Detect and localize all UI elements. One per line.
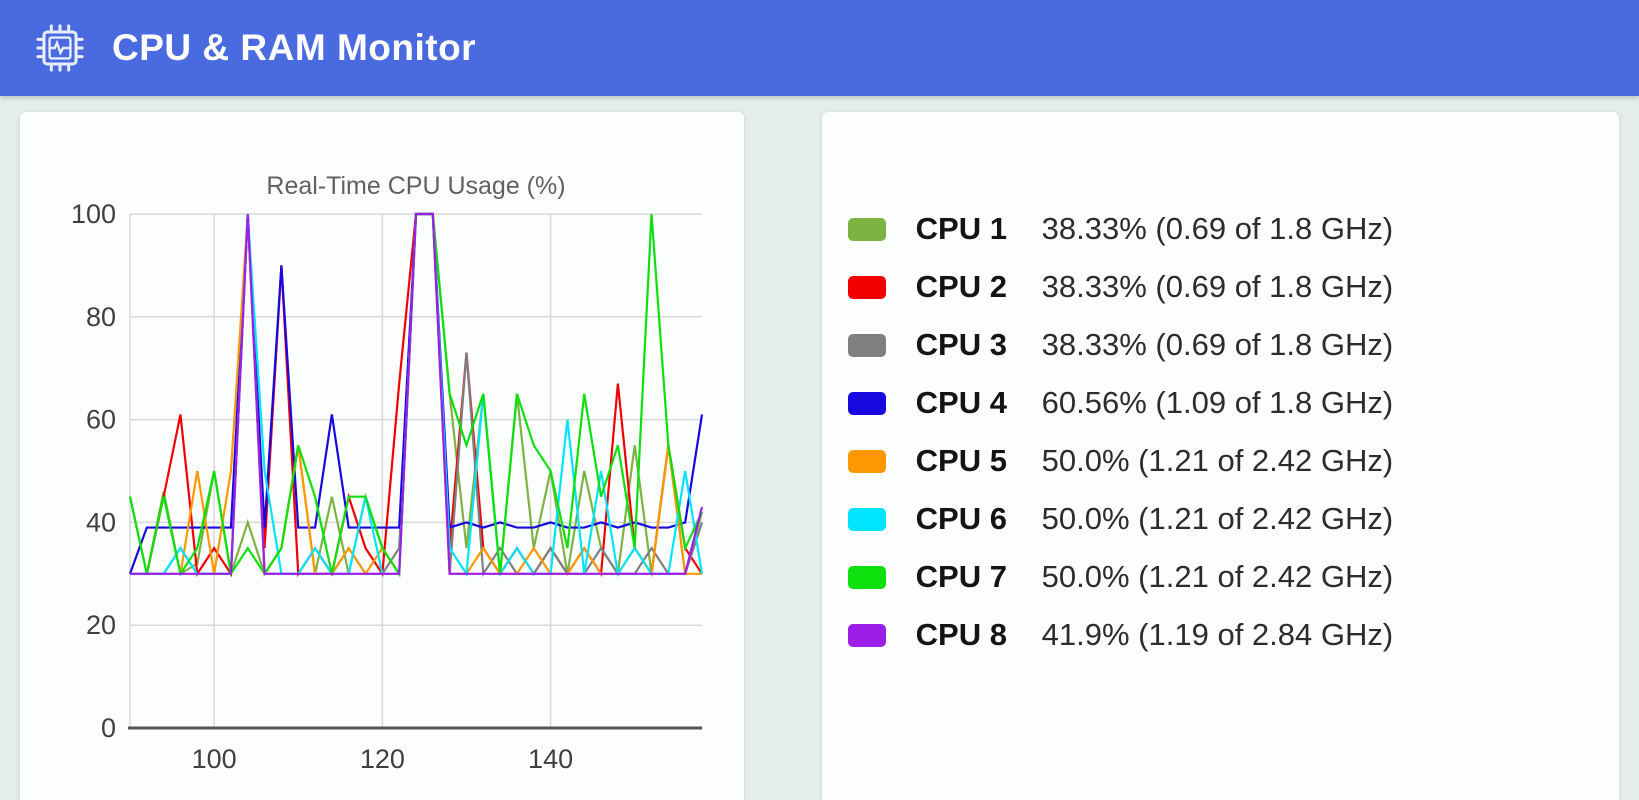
cpu-usage-text: 38.33% (0.69 of 1.8 GHz) [1041, 269, 1394, 304]
y-axis-tick-label: 100 [71, 199, 116, 229]
main-content: Real-Time CPU Usage (%) 0 20 40 60 80 100 100 1… [0, 96, 1639, 800]
x-axis-tick-label: 140 [528, 744, 573, 774]
cpu-label: CPU 1 [915, 211, 1007, 246]
cpu-legend-row: CPU 6 50.0% (1.21 of 2.42 GHz) [847, 490, 1619, 548]
cpu-usage-chart: Real-Time CPU Usage (%) 0 20 40 60 80 100 100 1… [71, 172, 704, 774]
cpu-color-swatch [847, 565, 886, 589]
cpu-usage-text: 41.9% (1.19 of 2.84 GHz) [1041, 617, 1394, 652]
cpu-usage-text: 60.56% (1.09 of 1.8 GHz) [1041, 385, 1394, 420]
cpu-color-swatch [847, 391, 886, 415]
cpu-chart-card: Real-Time CPU Usage (%) 0 20 40 60 80 100 100 1… [20, 112, 744, 800]
cpu-usage-text: 50.0% (1.21 of 2.42 GHz) [1041, 559, 1394, 594]
y-axis-tick-label: 60 [86, 405, 116, 435]
cpu-legend-list: CPU 1 38.33% (0.69 of 1.8 GHz) CPU 2 38.33%… [847, 200, 1619, 664]
x-axis-tick-label: 100 [192, 744, 237, 774]
cpu-usage-text: 50.0% (1.21 of 2.42 GHz) [1041, 443, 1394, 478]
y-axis-tick-label: 0 [101, 713, 116, 743]
cpu-label: CPU 5 [915, 443, 1007, 478]
cpu-color-swatch [847, 217, 886, 241]
cpu-color-swatch [847, 623, 886, 647]
cpu-color-swatch [847, 275, 886, 299]
cpu-chip-icon [36, 24, 84, 72]
cpu-usage-text: 50.0% (1.21 of 2.42 GHz) [1041, 501, 1394, 536]
app-bar: CPU & RAM Monitor [0, 0, 1639, 96]
cpu-legend-card: CPU 1 38.33% (0.69 of 1.8 GHz) CPU 2 38.33%… [821, 112, 1619, 800]
cpu-legend-row: CPU 2 38.33% (0.69 of 1.8 GHz) [847, 258, 1619, 316]
cpu-color-swatch [847, 333, 886, 357]
cpu-legend-row: CPU 4 60.56% (1.09 of 1.8 GHz) [847, 374, 1619, 432]
cpu-label: CPU 6 [915, 501, 1007, 536]
y-axis-tick-label: 40 [86, 507, 116, 537]
x-axis-tick-label: 120 [360, 744, 405, 774]
cpu-usage-text: 38.33% (0.69 of 1.8 GHz) [1041, 211, 1394, 246]
cpu-legend-row: CPU 8 41.9% (1.19 of 2.84 GHz) [847, 606, 1619, 664]
cpu-label: CPU 4 [915, 385, 1007, 420]
cpu-series-line [130, 212, 703, 578]
cpu-label: CPU 8 [915, 617, 1007, 652]
cpu-usage-text: 38.33% (0.69 of 1.8 GHz) [1041, 327, 1394, 362]
cpu-legend-row: CPU 5 50.0% (1.21 of 2.42 GHz) [847, 432, 1619, 490]
cpu-label: CPU 3 [915, 327, 1007, 362]
cpu-legend-row: CPU 1 38.33% (0.69 of 1.8 GHz) [847, 200, 1619, 258]
app-title: CPU & RAM Monitor [112, 27, 477, 68]
y-axis-tick-label: 20 [86, 610, 116, 640]
y-axis-tick-label: 80 [86, 302, 116, 332]
cpu-legend-row: CPU 7 50.0% (1.21 of 2.42 GHz) [847, 548, 1619, 606]
cpu-label: CPU 2 [915, 269, 1007, 304]
cpu-label: CPU 7 [915, 559, 1007, 594]
cpu-color-swatch [847, 507, 886, 531]
cpu-series-line [130, 212, 704, 575]
cpu-legend-row: CPU 3 38.33% (0.69 of 1.8 GHz) [847, 316, 1619, 374]
cpu-color-swatch [847, 449, 886, 473]
chart-title: Real-Time CPU Usage (%) [266, 172, 565, 200]
